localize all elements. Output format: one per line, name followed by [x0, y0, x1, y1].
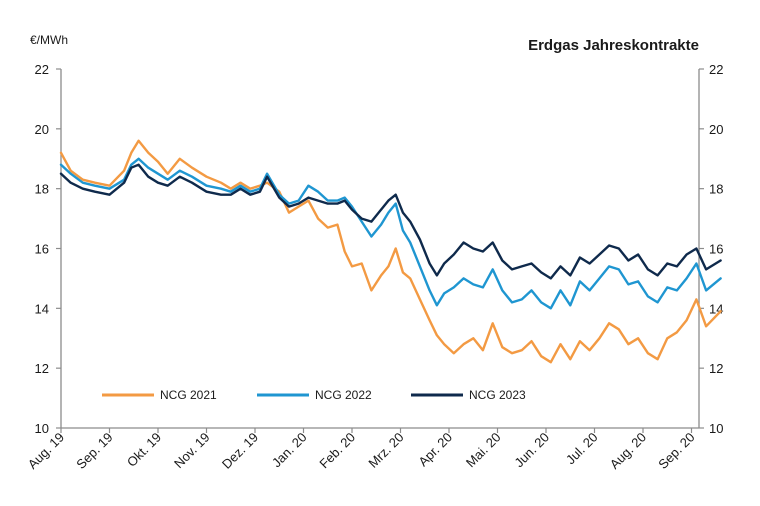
legend-label-ncg-2021: NCG 2021 — [160, 388, 217, 402]
y-tick-left-label: 22 — [35, 62, 49, 77]
y-tick-left-label: 20 — [35, 122, 49, 137]
x-tick-label: Feb. 20 — [316, 430, 358, 472]
legend-label-ncg-2023: NCG 2023 — [469, 388, 526, 402]
y-tick-right-label: 18 — [709, 182, 723, 197]
y-tick-left-label: 10 — [35, 421, 49, 436]
x-tick-label: Apr. 20 — [415, 430, 455, 470]
chart-legend: NCG 2021 NCG 2022 NCG 2023 — [102, 388, 526, 402]
series-line-ncg-2022 — [59, 157, 722, 310]
y-tick-right-label: 20 — [709, 122, 723, 137]
y-axis-unit-label: €/MWh — [30, 33, 68, 47]
x-tick-label: Jul. 20 — [563, 430, 601, 468]
y-tick-right-label: 22 — [709, 62, 723, 77]
x-tick-label: Sep. 19 — [73, 430, 115, 472]
x-tick-label: Jun. 20 — [511, 430, 552, 471]
y-tick-right-label: 12 — [709, 361, 723, 376]
y-tick-left-label: 18 — [35, 182, 49, 197]
x-tick-label: Mai. 20 — [463, 430, 504, 471]
x-tick-label: Jan. 20 — [269, 430, 310, 471]
y-tick-left-label: 14 — [35, 301, 49, 316]
x-tick-label: Okt. 19 — [124, 430, 164, 470]
x-tick-label: Mrz. 20 — [365, 430, 406, 471]
legend-label-ncg-2022: NCG 2022 — [315, 388, 372, 402]
series-line-ncg-2023 — [59, 163, 722, 280]
y-tick-left-label: 12 — [35, 361, 49, 376]
x-tick-label: Sep. 20 — [655, 430, 697, 472]
x-tick-label: Nov. 19 — [171, 430, 213, 472]
chart-title: Erdgas Jahreskontrakte — [528, 37, 699, 54]
y-tick-right-label: 14 — [709, 301, 723, 316]
y-tick-right-label: 10 — [709, 421, 723, 436]
y-tick-right-label: 16 — [709, 242, 723, 257]
x-tick-label: Aug. 20 — [607, 430, 649, 472]
series-line-ncg-2021 — [59, 139, 722, 364]
series-lines — [59, 139, 722, 364]
y-tick-left-label: 16 — [35, 242, 49, 257]
x-tick-label: Dez. 19 — [219, 430, 261, 472]
